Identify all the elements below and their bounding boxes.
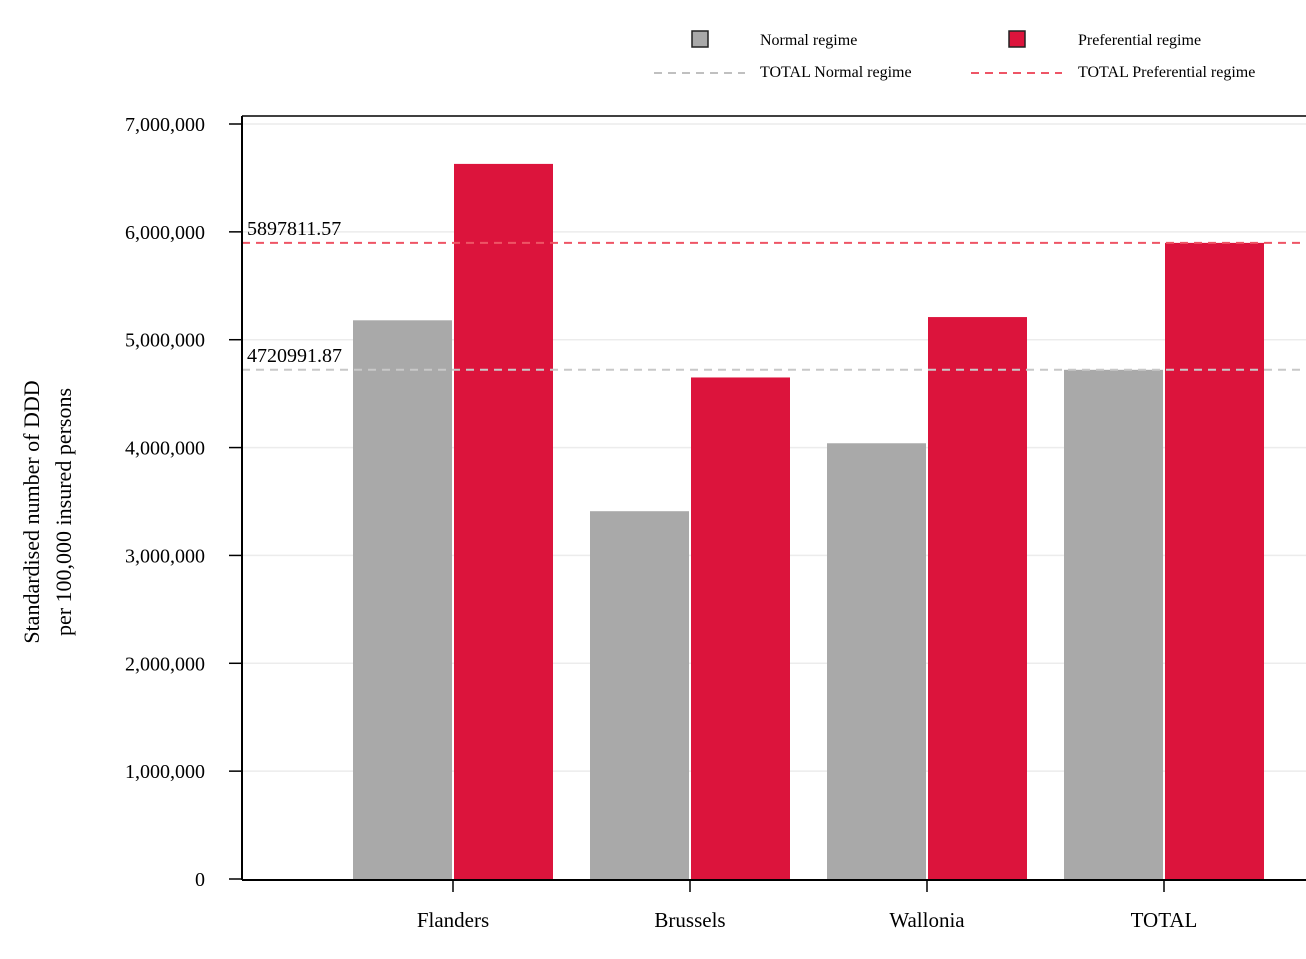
y-tick-label-5: 5,000,000	[125, 330, 205, 352]
legend-swatch-normal	[691, 30, 709, 48]
y-tick-label-4: 4,000,000	[125, 438, 205, 460]
legend-label-preferential: Preferential regime	[1078, 32, 1201, 49]
reference-label-total-preferential: 5897811.57	[247, 218, 341, 240]
bars	[353, 163, 1264, 879]
legend-label-total-normal: TOTAL Normal regime	[760, 64, 912, 81]
legend-swatch-preferential	[1008, 30, 1026, 48]
bar-flanders-preferential	[454, 163, 553, 879]
reference-lines: 4720991.87 5897811.57	[242, 218, 1306, 371]
x-tick-label-flanders: Flanders	[417, 908, 489, 932]
y-axis-ticks: 0 1,000,000 2,000,000 3,000,000 4,000,000 5,0…	[125, 114, 242, 891]
bar-brussels-normal	[590, 511, 689, 879]
y-tick-label-6: 6,000,000	[125, 222, 205, 244]
reference-label-total-normal: 4720991.87	[247, 345, 342, 367]
bar-total-preferential	[1165, 242, 1264, 879]
y-tick-label-2: 2,000,000	[125, 653, 205, 675]
x-tick-label-total: TOTAL	[1131, 908, 1198, 932]
y-axis-title-line-2: per 100,000 insured persons	[51, 388, 76, 636]
bar-total-normal	[1064, 369, 1163, 879]
x-tick-label-wallonia: Wallonia	[889, 908, 965, 932]
axes	[241, 115, 1306, 881]
y-tick-label-3: 3,000,000	[125, 545, 205, 567]
bar-flanders-normal	[353, 320, 452, 879]
y-tick-label-0: 0	[195, 869, 205, 891]
legend: Normal regime Preferential regime TOTAL …	[654, 30, 1255, 81]
y-tick-label-1: 1,000,000	[125, 761, 205, 783]
x-axis-ticks: Flanders Brussels Wallonia TOTAL	[417, 880, 1198, 932]
legend-label-total-preferential: TOTAL Preferential regime	[1078, 64, 1255, 81]
legend-label-normal: Normal regime	[760, 32, 857, 49]
bar-wallonia-normal	[827, 443, 926, 879]
bar-wallonia-preferential	[928, 317, 1027, 879]
y-axis-title-line-1: Standardised number of DDD	[19, 380, 44, 643]
bar-brussels-preferential	[691, 377, 790, 879]
y-tick-label-7: 7,000,000	[125, 114, 205, 136]
y-axis-title: Standardised number of DDD per 100,000 i…	[19, 380, 76, 643]
x-tick-label-brussels: Brussels	[654, 908, 725, 932]
